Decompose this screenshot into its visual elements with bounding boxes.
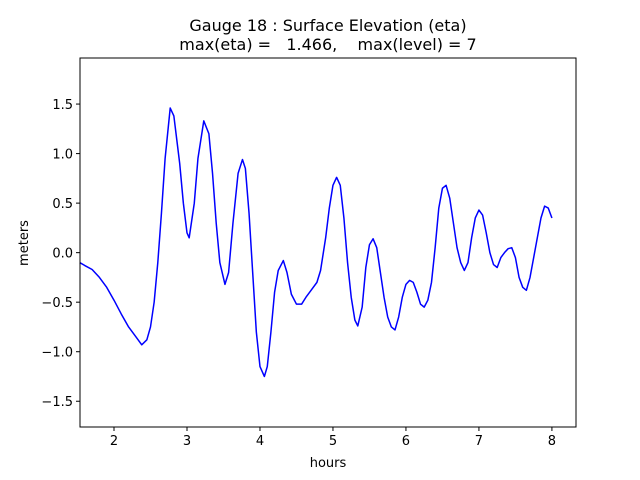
- x-tick-label: 2: [110, 434, 118, 449]
- y-tick-label: 0.5: [52, 197, 73, 212]
- x-tick-label: 4: [256, 434, 264, 449]
- y-tick-label: 1.5: [52, 98, 73, 113]
- y-tick-label: −1.5: [41, 395, 73, 410]
- x-tick-label: 8: [548, 434, 556, 449]
- x-tick-label: 7: [475, 434, 483, 449]
- y-tick-label: 1.0: [52, 148, 73, 163]
- plot-frame: [79, 57, 577, 428]
- y-tick-label: 0.0: [52, 247, 73, 262]
- x-tick-label: 3: [183, 434, 191, 449]
- chart-subtitle: max(eta) = 1.466, max(level) = 7: [179, 35, 476, 54]
- chart-title: Gauge 18 : Surface Elevation (eta): [189, 16, 466, 35]
- y-axis-label: meters: [17, 220, 32, 266]
- y-tick-label: −0.5: [41, 296, 73, 311]
- x-axis-label: hours: [310, 456, 347, 471]
- data-line: [79, 107, 553, 378]
- x-tick-label: 6: [402, 434, 410, 449]
- y-tick-label: −1.0: [41, 346, 73, 361]
- x-tick-label: 5: [329, 434, 337, 449]
